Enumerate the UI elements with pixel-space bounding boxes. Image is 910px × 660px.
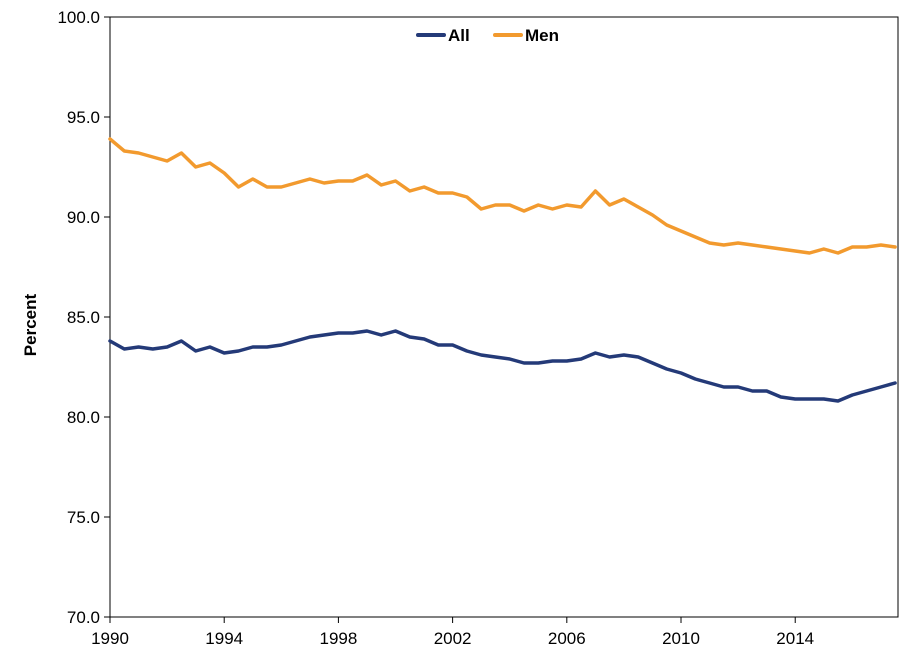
series-layer — [108, 137, 897, 403]
x-axis: 1990 1994 1998 2002 2006 2010 2014 — [91, 617, 814, 648]
y-tick-label: 100.0 — [57, 8, 100, 27]
x-tick-label: 2010 — [662, 629, 700, 648]
y-axis-title: Percent — [21, 293, 40, 356]
x-tick-label: 2006 — [548, 629, 586, 648]
plot-area — [109, 16, 899, 618]
y-tick-label: 80.0 — [67, 408, 100, 427]
series-line-men — [108, 137, 897, 255]
x-tick-label: 1998 — [319, 629, 357, 648]
x-tick-label: 2014 — [776, 629, 814, 648]
legend-label-men: Men — [525, 26, 559, 45]
x-tick-label: 2002 — [434, 629, 472, 648]
y-tick-label: 85.0 — [67, 308, 100, 327]
y-tick-label: 95.0 — [67, 108, 100, 127]
y-tick-label: 70.0 — [67, 608, 100, 627]
legend: All Men — [416, 26, 559, 45]
y-axis: 70.0 75.0 80.0 85.0 90.0 95.0 100.0 — [57, 8, 110, 627]
legend-label-all: All — [448, 26, 470, 45]
plot-border — [109, 16, 899, 618]
y-tick-label: 90.0 — [67, 208, 100, 227]
series-line-all — [108, 329, 897, 403]
y-tick-label: 75.0 — [67, 508, 100, 527]
x-tick-label: 1990 — [91, 629, 129, 648]
x-tick-label: 1994 — [205, 629, 243, 648]
